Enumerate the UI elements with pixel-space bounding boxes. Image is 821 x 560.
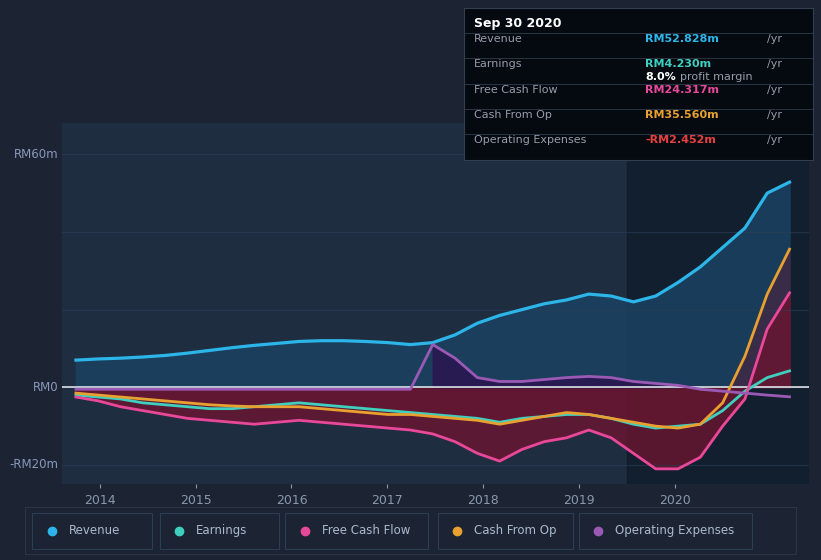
Text: /yr: /yr (768, 110, 782, 120)
Text: Revenue: Revenue (69, 524, 120, 537)
Text: /yr: /yr (768, 85, 782, 95)
Text: RM0: RM0 (33, 381, 58, 394)
Text: Operating Expenses: Operating Expenses (475, 134, 587, 144)
Text: /yr: /yr (768, 34, 782, 44)
Text: -RM20m: -RM20m (10, 459, 58, 472)
Bar (626, 123, 809, 484)
Text: Sep 30 2020: Sep 30 2020 (475, 17, 562, 30)
Text: -RM2.452m: -RM2.452m (645, 134, 716, 144)
Text: RM4.230m: RM4.230m (645, 59, 712, 69)
Text: /yr: /yr (768, 59, 782, 69)
Text: RM35.560m: RM35.560m (645, 110, 719, 120)
Text: RM60m: RM60m (14, 148, 58, 161)
Text: Free Cash Flow: Free Cash Flow (475, 85, 558, 95)
Text: Revenue: Revenue (475, 34, 523, 44)
Text: /yr: /yr (768, 134, 782, 144)
Text: Earnings: Earnings (475, 59, 523, 69)
Text: profit margin: profit margin (680, 72, 753, 82)
Text: Free Cash Flow: Free Cash Flow (322, 524, 410, 537)
Text: RM52.828m: RM52.828m (645, 34, 719, 44)
Text: Cash From Op: Cash From Op (474, 524, 557, 537)
Text: Cash From Op: Cash From Op (475, 110, 553, 120)
Text: Operating Expenses: Operating Expenses (615, 524, 734, 537)
Text: Earnings: Earnings (196, 524, 247, 537)
Text: 8.0%: 8.0% (645, 72, 676, 82)
Text: RM24.317m: RM24.317m (645, 85, 719, 95)
